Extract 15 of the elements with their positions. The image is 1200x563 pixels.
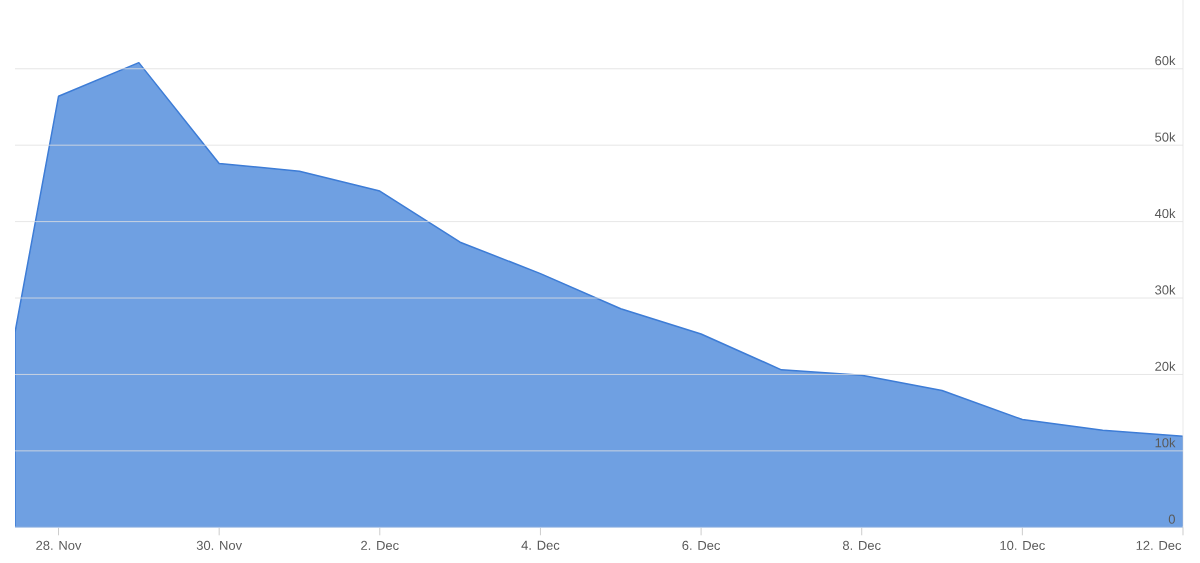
y-tick-label: 20k [1155, 361, 1176, 371]
x-tick-label: 6. Dec [682, 540, 721, 550]
x-tick-label: 10. Dec [1000, 540, 1045, 550]
y-tick-label: 40k [1154, 208, 1176, 219]
x-tick-label: 8. Dec [842, 540, 881, 550]
y-tick-label: 50k [1155, 132, 1176, 142]
x-tick-label: 28. Nov [36, 540, 82, 550]
y-tick-label: 10k [1155, 437, 1176, 448]
x-tick-label: 2. Dec [361, 540, 399, 550]
x-tick-label: 12. Dec [1136, 540, 1182, 550]
y-tick-label: 60k [1155, 55, 1176, 66]
x-tick-label: 4. Dec [521, 540, 560, 550]
y-tick-label: 0 [1168, 514, 1175, 524]
y-tick-label: 30k [1155, 284, 1176, 295]
x-tick-label: 30. Nov [196, 540, 243, 550]
